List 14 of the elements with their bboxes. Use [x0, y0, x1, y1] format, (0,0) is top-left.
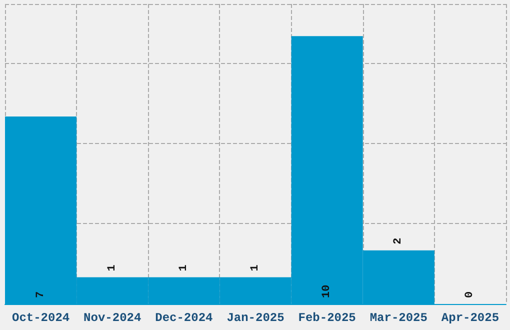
data-label: 0	[464, 291, 476, 298]
data-label: 2	[392, 238, 405, 244]
data-label: 1	[178, 264, 190, 272]
x-tick-label: Feb-2025	[298, 311, 356, 325]
x-tick-label: Jan-2025	[226, 311, 284, 325]
data-label: 7	[34, 291, 47, 298]
x-tick-label: Dec-2024	[155, 311, 213, 325]
data-label: 1	[106, 264, 118, 272]
data-label: 1	[250, 264, 262, 272]
x-tick-label: Apr-2025	[441, 311, 500, 325]
x-tick-label: Nov-2024	[84, 311, 142, 325]
data-label: 10	[321, 284, 334, 298]
x-tick-label: Mar-2025	[370, 311, 428, 325]
x-tick-label: Oct-2024	[12, 311, 70, 325]
